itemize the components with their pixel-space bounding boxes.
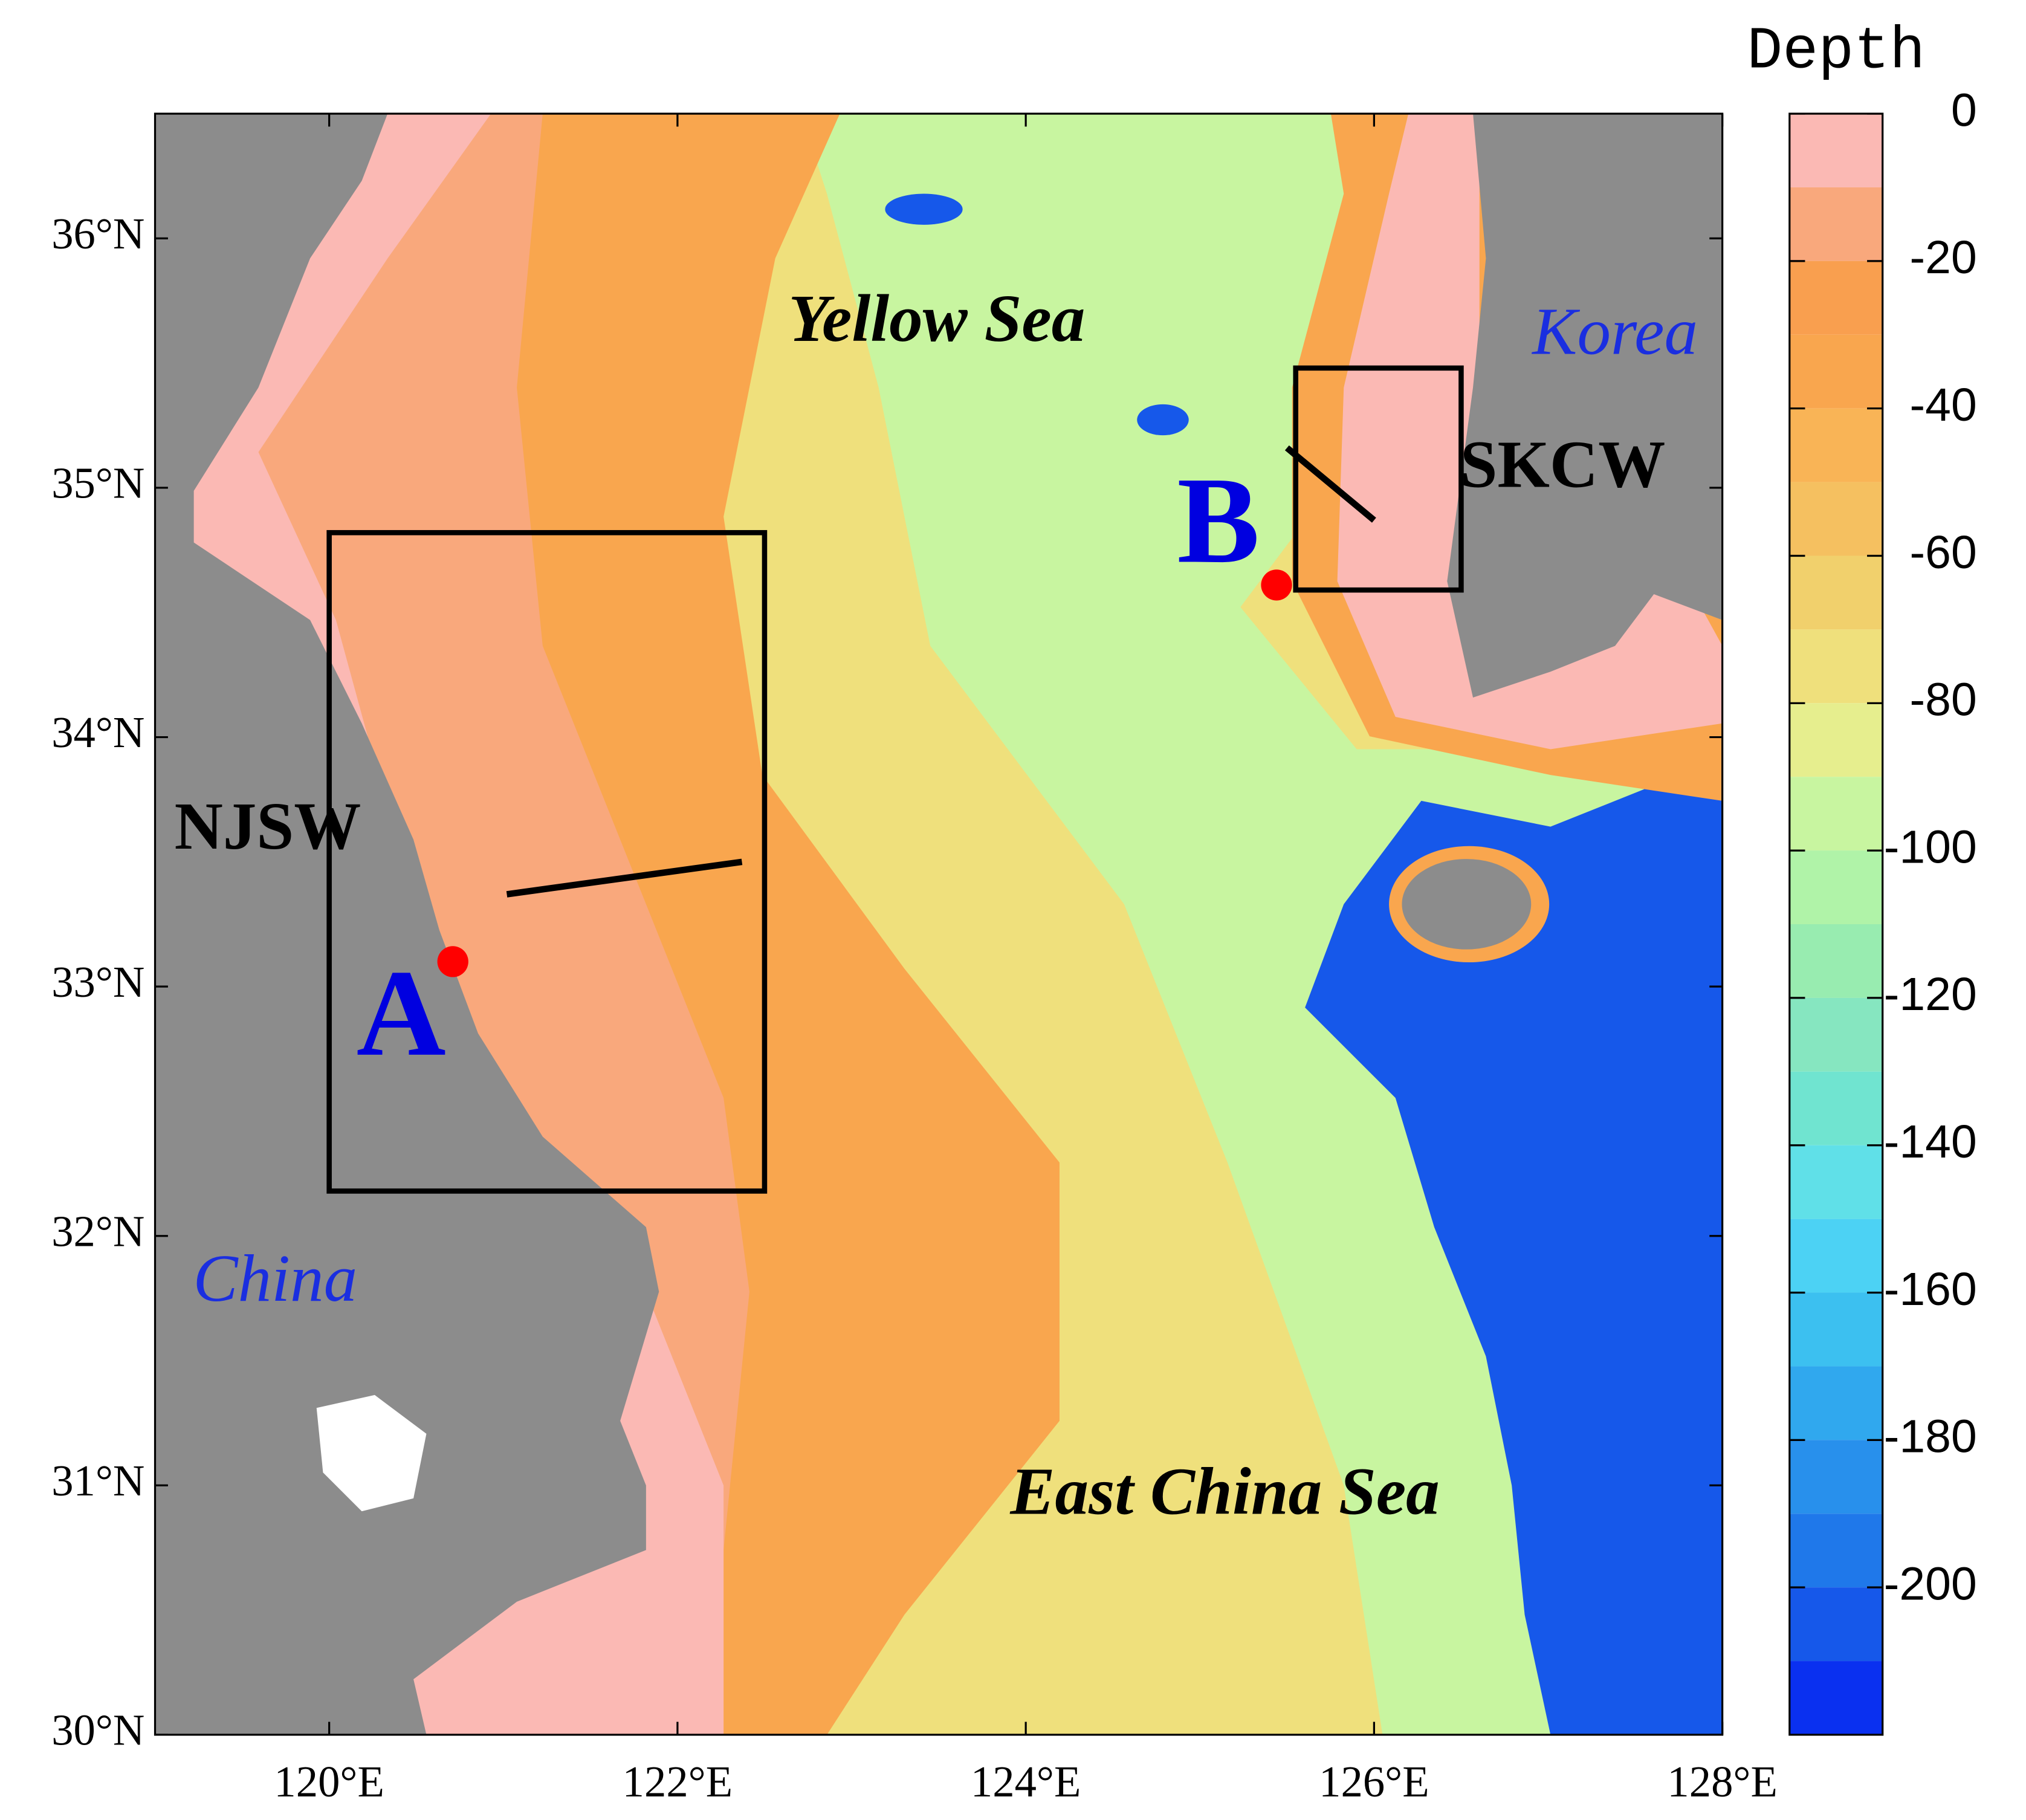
colorbar-tick-label: -100	[1884, 821, 1977, 873]
sea-label: China	[193, 1242, 357, 1316]
colorbar-band	[1789, 924, 1883, 998]
colorbar-band	[1789, 1292, 1883, 1367]
y-tick-label: 36°N	[51, 209, 144, 258]
colorbar-band	[1789, 482, 1883, 556]
colorbar-band	[1789, 114, 1883, 187]
y-tick-label: 33°N	[51, 957, 144, 1006]
colorbar-band	[1789, 777, 1883, 851]
station-point	[1261, 569, 1292, 601]
depth-zone	[316, 1394, 427, 1512]
colorbar-band	[1789, 261, 1883, 335]
region-label: NJSW	[175, 789, 361, 864]
y-tick-label: 30°N	[51, 1706, 144, 1755]
x-tick-label: 120°E	[274, 1757, 384, 1806]
colorbar-band	[1789, 703, 1883, 777]
colorbar-tick-label: -80	[1910, 674, 1977, 726]
sea-label: Korea	[1531, 294, 1698, 369]
colorbar-band	[1789, 1145, 1883, 1219]
colorbar-band	[1789, 1366, 1883, 1440]
colorbar-band	[1789, 1219, 1883, 1293]
region-box	[1293, 365, 1464, 593]
depth-zone	[1402, 859, 1532, 950]
colorbar-tick-label: -120	[1884, 968, 1977, 1020]
colorbar-tick-label: -200	[1884, 1558, 1977, 1610]
colorbar-band	[1789, 1440, 1883, 1514]
depth-zone	[155, 114, 659, 1735]
x-tick-label: 126°E	[1319, 1757, 1429, 1806]
colorbar-tick-label: -160	[1884, 1263, 1977, 1315]
colorbar-band	[1789, 629, 1883, 704]
station-label: B	[1177, 452, 1260, 589]
colorbar-tick-label: -140	[1884, 1116, 1977, 1168]
depth-zone	[1305, 775, 1723, 1735]
y-tick-label: 32°N	[51, 1206, 144, 1255]
y-tick-label: 35°N	[51, 459, 144, 508]
colorbar-tick-label: 0	[1951, 84, 1977, 136]
depth-zone	[1137, 404, 1189, 436]
y-tick-label: 34°N	[51, 708, 144, 757]
colorbar-band	[1789, 1514, 1883, 1588]
station-label: A	[357, 945, 446, 1082]
sea-label: Yellow Sea	[788, 282, 1085, 356]
colorbar-tick-label: -60	[1910, 526, 1977, 578]
sea-label: East China Sea	[1009, 1454, 1439, 1529]
depth-zone	[1447, 114, 1723, 698]
colorbar-tick-label: -20	[1910, 232, 1977, 283]
x-tick-label: 122°E	[623, 1757, 733, 1806]
colorbar-band	[1789, 997, 1883, 1072]
colorbar-frame	[1788, 112, 1884, 1736]
colorbar-band	[1789, 408, 1883, 482]
colorbar-tick-label: -180	[1884, 1411, 1977, 1463]
x-tick-label: 128°E	[1667, 1757, 1777, 1806]
colorbar-band	[1789, 850, 1883, 925]
colorbar-band	[1789, 187, 1883, 261]
bathymetry	[155, 114, 1723, 1735]
region-label: SKCW	[1460, 428, 1666, 502]
station-point	[437, 946, 468, 977]
x-tick-label: 124°E	[971, 1757, 1081, 1806]
colorbar-title: Depth	[1747, 18, 1925, 85]
colorbar-band	[1789, 555, 1883, 630]
colorbar-tick-label: -40	[1910, 379, 1977, 431]
transect-line	[1284, 445, 1376, 523]
colorbar-band	[1789, 334, 1883, 409]
depth-zone	[885, 193, 963, 225]
colorbar-band	[1789, 1071, 1883, 1145]
colorbar-band	[1789, 1661, 1883, 1735]
transect-line	[506, 858, 743, 898]
region-box	[326, 529, 768, 1194]
colorbar-band	[1789, 1587, 1883, 1662]
y-tick-label: 31°N	[51, 1456, 144, 1505]
plot-frame	[154, 112, 1724, 1736]
